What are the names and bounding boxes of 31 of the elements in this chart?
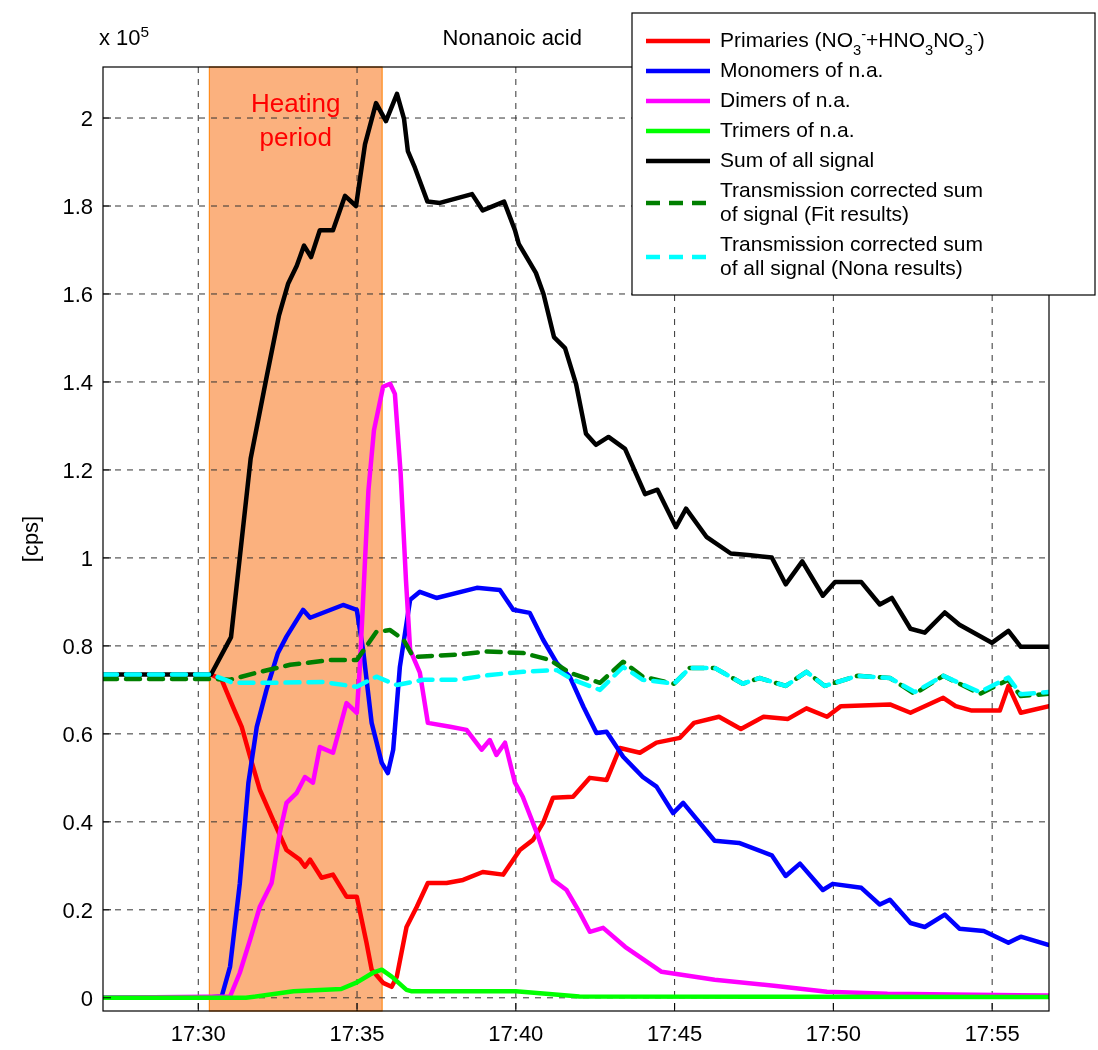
legend-label: Dimers of n.a. xyxy=(720,88,851,111)
y-tick-label: 0.6 xyxy=(62,721,93,747)
band-label: Heating period xyxy=(250,88,341,152)
x-tick-label: 17:30 xyxy=(170,1021,226,1046)
legend-label: Trimers of n.a. xyxy=(720,118,855,141)
legend-label: Transmission corrected sum of signal (Fit results) xyxy=(720,178,983,225)
y-tick-label: 0 xyxy=(80,985,93,1011)
text: x 10$^{5}$ xyxy=(99,22,150,50)
legend-label: Monomers of n.a. xyxy=(720,58,884,81)
x-tick-label: 17:35 xyxy=(329,1021,385,1046)
y-tick-label: 1.4 xyxy=(62,369,93,395)
y-tick-label: 0.4 xyxy=(62,809,93,835)
x-tick-label: 17:40 xyxy=(488,1021,544,1046)
legend-label: Transmission corrected sum of all signal (Nona results) xyxy=(720,232,983,279)
y-tick-label: 1 xyxy=(80,545,93,571)
line-series xyxy=(103,627,1049,699)
line-series xyxy=(103,967,1049,1001)
legend-label: Sum of all signal xyxy=(720,148,875,171)
y-tick-label: 0.8 xyxy=(62,633,93,659)
y-tick-label: 2 xyxy=(80,106,93,132)
y-tick-label: 1.2 xyxy=(62,457,93,483)
y-tick-label: 1.8 xyxy=(62,194,93,219)
chart-title: Nonanoic acid xyxy=(442,25,582,50)
y-tick-label: 1.6 xyxy=(62,281,93,307)
x-tick-label: 17:55 xyxy=(964,1021,1020,1046)
line-series xyxy=(103,664,1049,697)
y-axis-title: [cps] xyxy=(18,515,43,563)
x-tick-label: 17:50 xyxy=(805,1021,861,1046)
y-tick-label: 0.2 xyxy=(62,897,93,923)
x-tick-label: 17:45 xyxy=(647,1021,703,1046)
text: Primaries (NO$_{3}$$^{-}$+HNO$_{3}$NO$_{3}$$^{-}$) xyxy=(720,26,985,58)
